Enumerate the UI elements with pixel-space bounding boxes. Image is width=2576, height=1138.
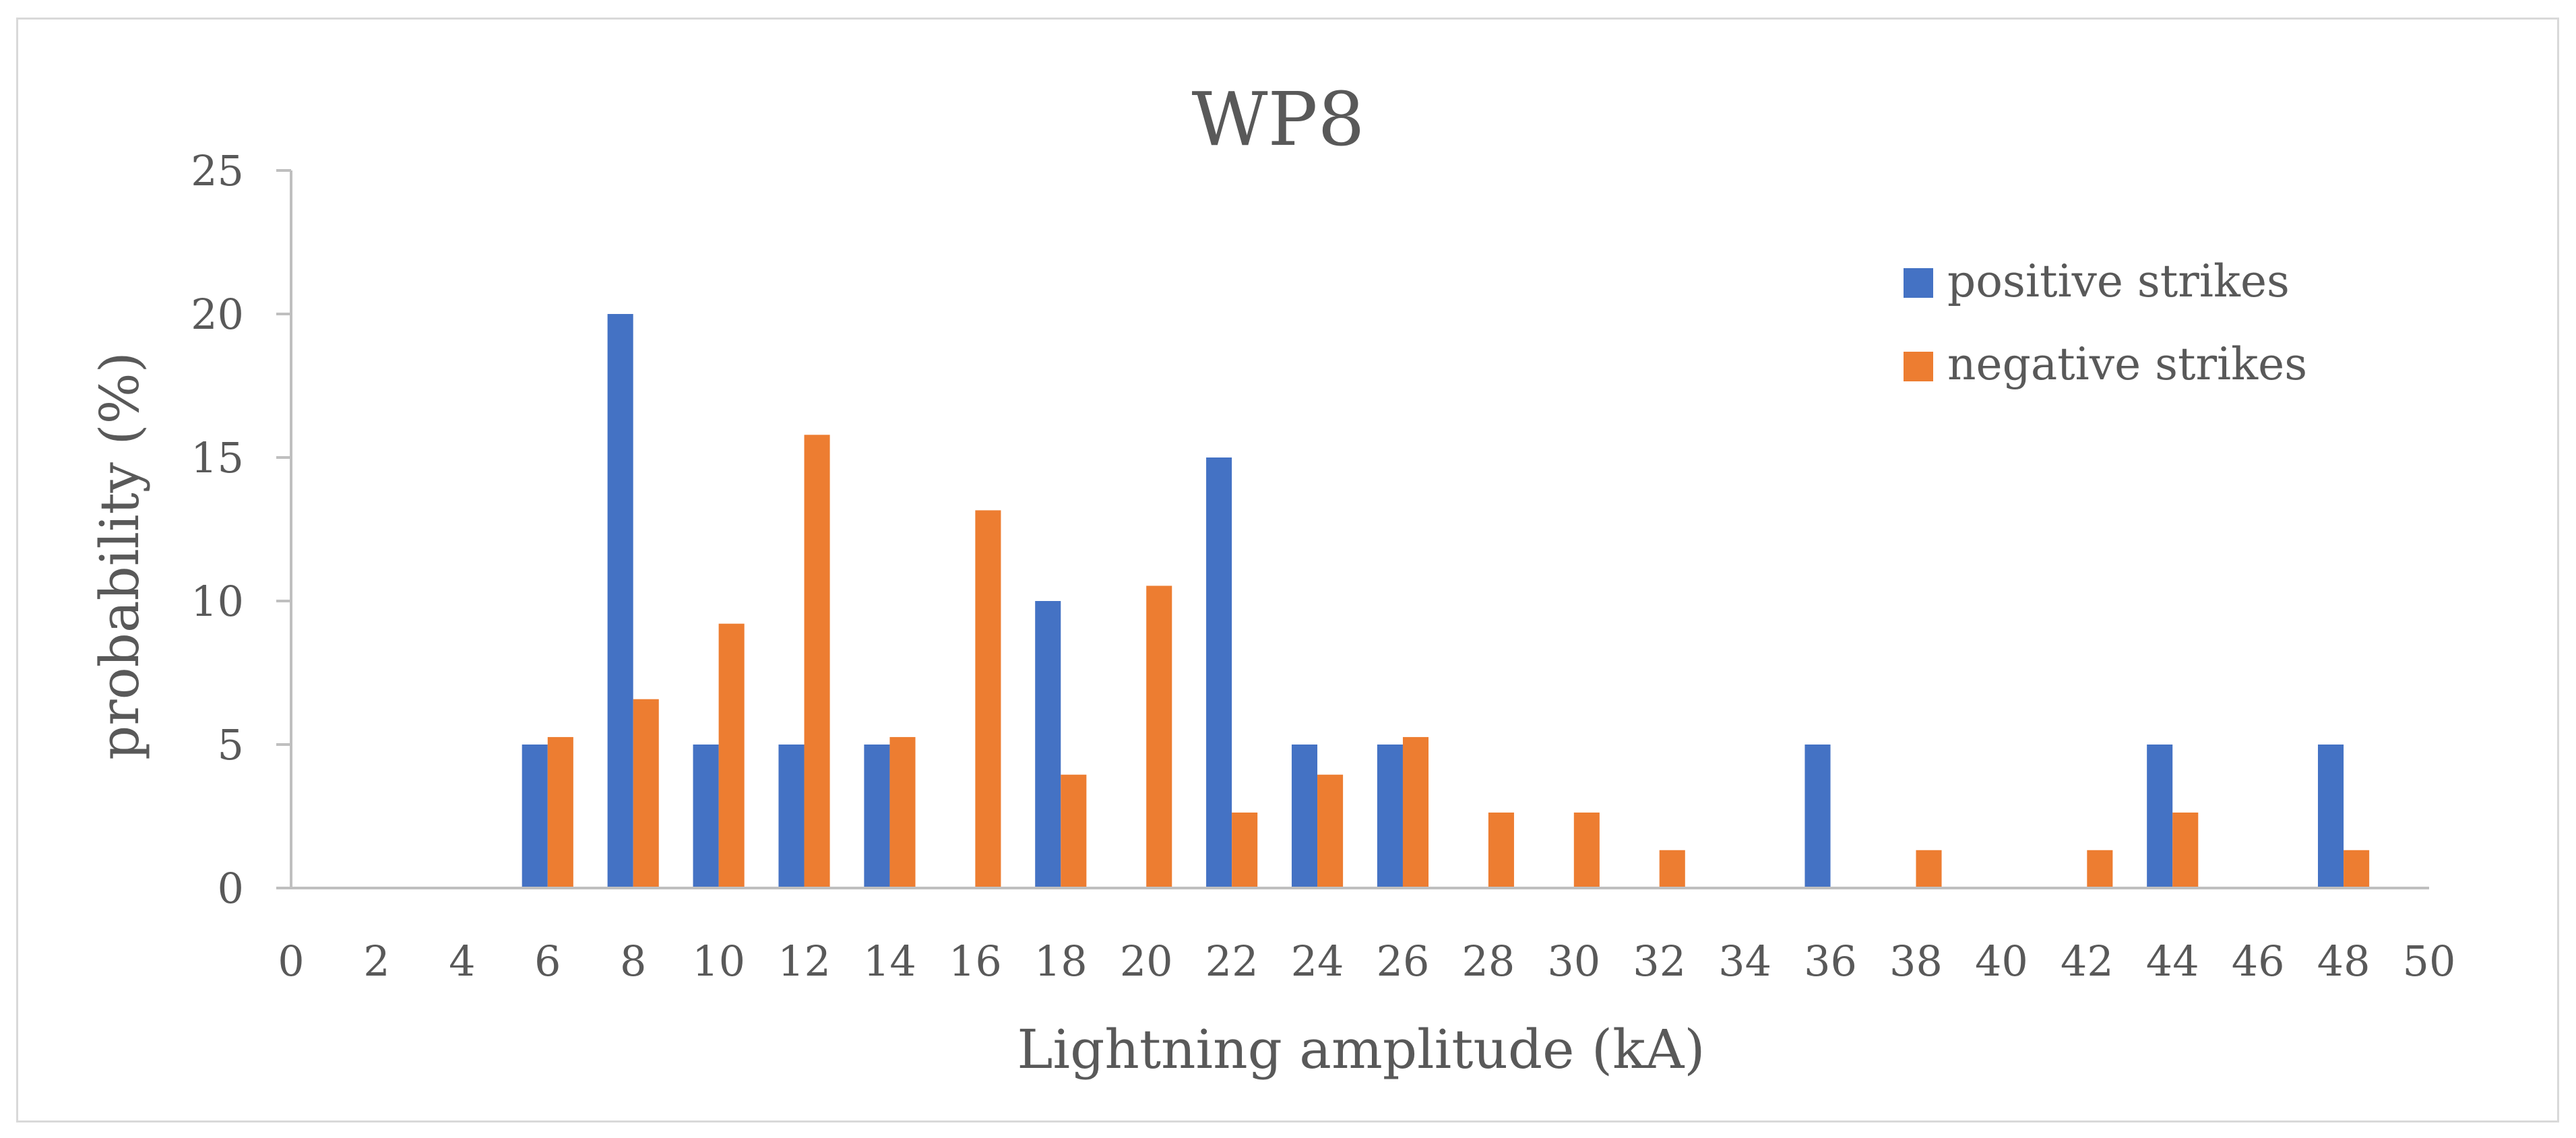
x-tick-label: 26 [1377, 937, 1430, 986]
bar-negative [547, 736, 573, 888]
x-tick-label: 4 [449, 937, 475, 986]
bar-negative [804, 435, 830, 888]
bar-negative [1146, 586, 1172, 888]
bar-positive [522, 745, 548, 888]
y-tick-labels: 0 5 10 15 20 25 [191, 146, 244, 913]
x-tick-label: 20 [1120, 937, 1173, 986]
x-tick-label: 0 [278, 937, 304, 986]
bar-positive [2318, 745, 2344, 888]
y-tick-label: 20 [191, 290, 244, 339]
legend-swatch-negative [1904, 352, 1933, 381]
bar-negative [1061, 774, 1087, 888]
x-tick-label: 22 [1205, 937, 1259, 986]
bar-positive [693, 745, 719, 888]
legend-swatch-positive [1904, 268, 1933, 298]
y-tick-label: 15 [191, 433, 244, 482]
bar-positive [778, 745, 805, 888]
bar-negative [1916, 850, 1942, 888]
bar-positive [607, 314, 633, 888]
bars [522, 314, 2370, 888]
x-tick-label: 14 [863, 937, 916, 986]
x-tick-label: 36 [1804, 937, 1857, 986]
bar-positive [2147, 745, 2173, 888]
x-tick-label: 42 [2061, 937, 2114, 986]
bar-negative [1573, 812, 1600, 888]
x-tick-label: 40 [1975, 937, 2028, 986]
legend: positive strikes negative strikes [1904, 255, 2307, 390]
x-tick-label: 24 [1291, 937, 1344, 986]
x-tick-label: 6 [534, 937, 561, 986]
bar-negative [1659, 850, 1685, 888]
bar-positive [1206, 457, 1232, 888]
x-tick-label: 30 [1547, 937, 1600, 986]
y-tick-label: 0 [218, 864, 244, 913]
x-tick-label: 2 [363, 937, 389, 986]
bar-negative [1317, 774, 1344, 888]
x-tick-label: 12 [778, 937, 831, 986]
bar-negative [1488, 812, 1514, 888]
x-tick-label: 10 [692, 937, 745, 986]
bar-negative [2172, 812, 2199, 888]
chart-frame [16, 18, 2559, 1123]
chart-title: WP8 [1191, 76, 1364, 162]
x-tick-label: 28 [1462, 937, 1515, 986]
bar-negative [718, 623, 745, 888]
x-tick-label: 46 [2232, 937, 2285, 986]
x-tick-label: 50 [2403, 937, 2456, 986]
axes [276, 169, 2429, 889]
x-tick-label: 32 [1633, 937, 1686, 986]
bar-negative [889, 736, 916, 888]
y-axis-label: probability (%) [88, 352, 151, 760]
x-tick-label: 48 [2317, 937, 2370, 986]
bar-negative [1232, 812, 1258, 888]
x-tick-label: 18 [1034, 937, 1088, 986]
x-axis-label: Lightning amplitude (kA) [1017, 1018, 1705, 1081]
bar-negative [975, 510, 1001, 888]
bar-positive [1035, 601, 1061, 888]
bar-positive [1377, 745, 1403, 888]
x-tick-label: 34 [1718, 937, 1771, 986]
bar-negative [633, 699, 659, 888]
bar-negative [2087, 850, 2113, 888]
y-tick-label: 5 [218, 720, 244, 769]
y-tick-label: 10 [191, 577, 244, 626]
x-tick-label: 16 [949, 937, 1002, 986]
bar-negative [2344, 850, 2370, 888]
bar-positive [1291, 745, 1318, 888]
y-tick-label: 25 [191, 146, 244, 195]
x-tick-label: 44 [2146, 937, 2199, 986]
x-tick-label: 38 [1889, 937, 1943, 986]
x-tick-label: 8 [620, 937, 646, 986]
bar-negative [1402, 736, 1429, 888]
bar-positive [864, 745, 890, 888]
x-tick-labels: 0 2 4 6 8 10 12 14 16 18 20 22 24 26 28 30 32 34 36 38 40 42 4… [278, 937, 2455, 986]
legend-label-negative: negative strikes [1947, 338, 2307, 390]
bar-positive [1804, 745, 1831, 888]
legend-label-positive: positive strikes [1947, 255, 2290, 307]
